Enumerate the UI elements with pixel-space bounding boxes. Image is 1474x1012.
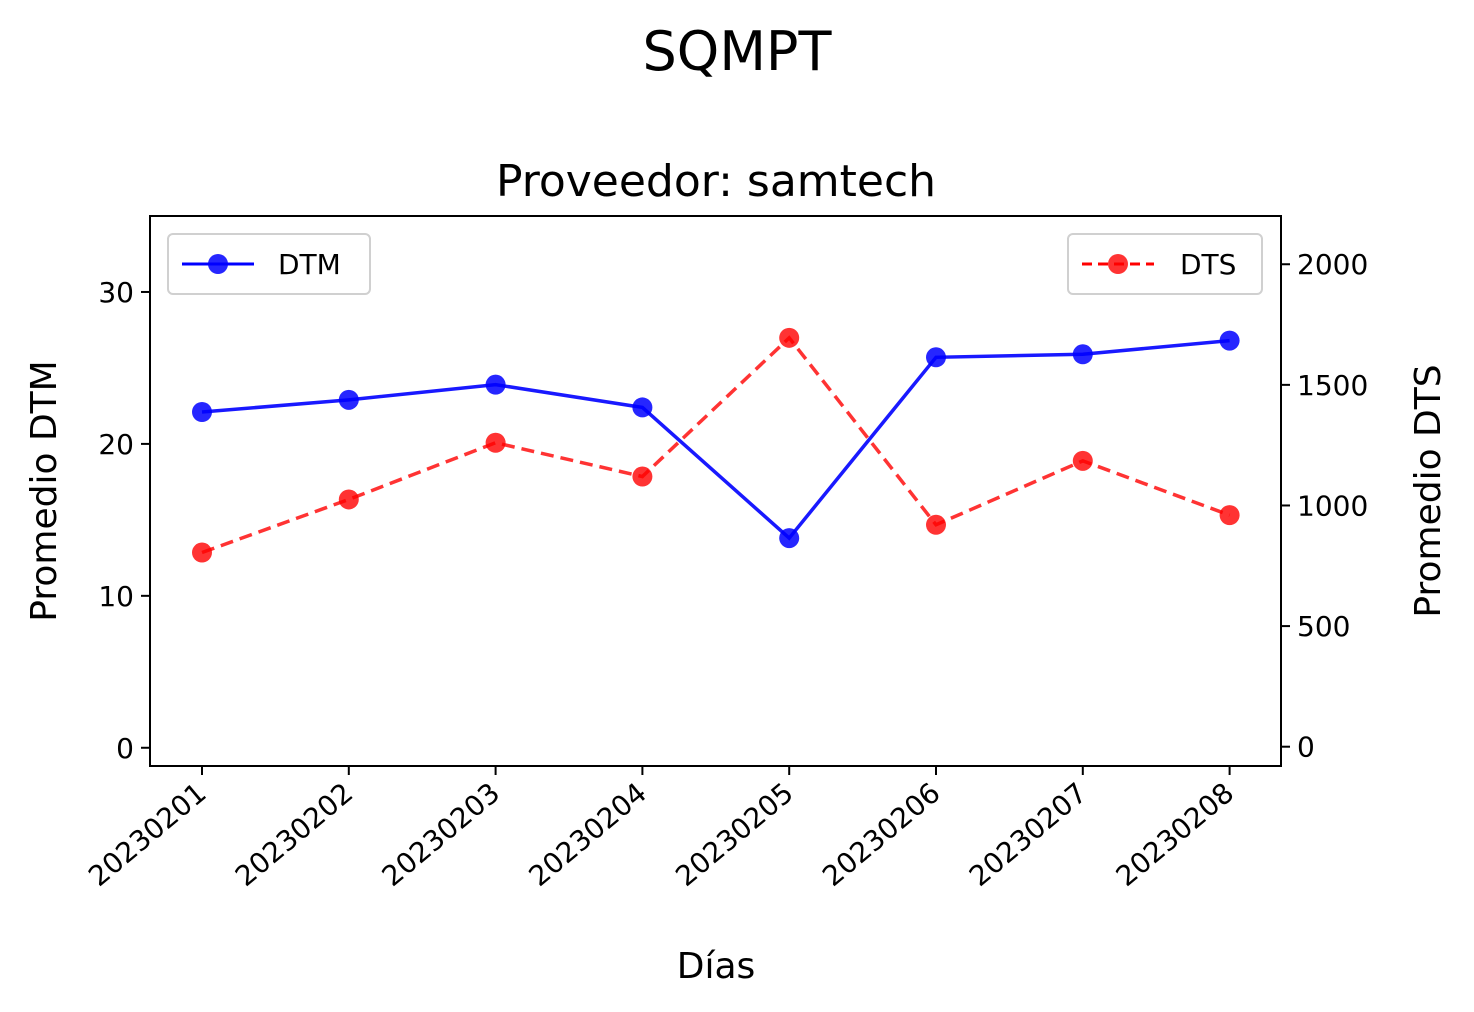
right-y-tick-label: 500 <box>1297 610 1350 643</box>
x-tick-label: 20230208 <box>1110 776 1240 893</box>
data-point-dts <box>338 489 359 510</box>
y-axis-left-label: Promedio DTM <box>24 360 65 621</box>
plot-frame <box>149 215 1282 767</box>
data-point-dtm <box>192 401 212 422</box>
data-point-dtm <box>632 397 653 418</box>
data-point-dtm <box>485 374 506 395</box>
left-y-tick-label: 0 <box>116 732 134 765</box>
legend-dts-box <box>1067 233 1263 295</box>
data-point-dts <box>1072 450 1093 471</box>
x-tick-label: 20230207 <box>963 776 1093 893</box>
x-tick-label: 20230202 <box>229 776 359 893</box>
legend-dts-marker <box>1108 254 1128 274</box>
data-point-dts <box>1219 505 1240 526</box>
data-point-dts <box>485 432 506 453</box>
chart-suptitle: SQMPT <box>643 20 833 83</box>
left-y-tick-label: 20 <box>98 428 134 461</box>
x-tick-label: 20230205 <box>669 776 799 893</box>
data-point-dts <box>926 514 946 535</box>
legend-dts: DTS <box>1067 233 1263 295</box>
data-point-dtm <box>779 528 800 549</box>
x-ticks: 20230201 20230202 20230203 20230204 20230205… <box>82 766 1240 893</box>
data-point-dtm <box>338 389 359 410</box>
legend-dtm-marker <box>208 254 228 274</box>
legend-dtm-box <box>167 233 371 295</box>
data-point-dtm <box>1072 344 1093 365</box>
right-y-tick-label: 1500 <box>1297 369 1368 402</box>
left-y-tick-label: 30 <box>98 276 134 309</box>
data-point-dtm <box>1219 330 1240 351</box>
data-point-dts <box>779 327 800 348</box>
y-axis-right-label: Promedio DTS <box>1408 364 1449 617</box>
right-y-tick-label: 2000 <box>1297 248 1368 281</box>
chart-title: Proveedor: samtech <box>496 156 936 207</box>
left-y-ticks: 0 10 20 30 <box>98 276 150 765</box>
legend-dts-label: DTS <box>1180 248 1236 281</box>
data-point-dts <box>632 466 653 487</box>
x-tick-label: 20230201 <box>82 776 212 893</box>
x-tick-label: 20230206 <box>816 776 946 893</box>
right-y-tick-label: 1000 <box>1297 489 1368 522</box>
x-tick-label: 20230204 <box>523 776 653 893</box>
right-y-tick-label: 0 <box>1297 731 1315 764</box>
data-point-dtm <box>926 347 946 368</box>
series-line-dtm <box>201 338 1230 541</box>
legend-dtm-label: DTM <box>278 248 341 281</box>
x-tick-label: 20230203 <box>376 776 506 893</box>
right-y-ticks: 0 500 1000 1500 2000 <box>1281 248 1368 764</box>
x-axis-label: Días <box>677 946 756 987</box>
plot-marks <box>192 327 1240 563</box>
legend-dtm: DTM <box>167 233 371 295</box>
left-y-tick-label: 10 <box>98 580 134 613</box>
series-line-dts <box>201 335 1231 555</box>
data-point-dts <box>192 542 212 563</box>
